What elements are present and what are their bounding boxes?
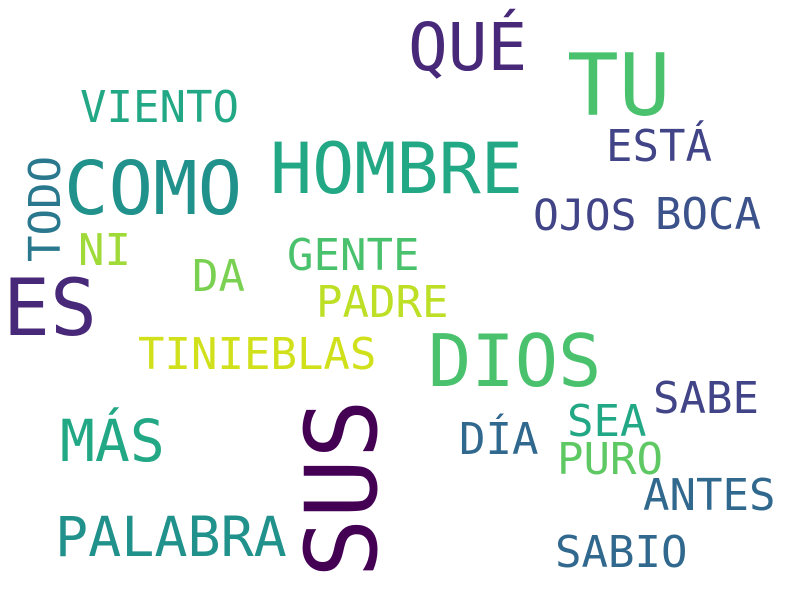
word-dios: DIOS [428,319,602,403]
word-dia: DÍA [459,414,539,465]
word-da: DA [192,251,245,302]
word-ojos: OJOS [533,191,637,241]
word-boca: BOCA [655,189,761,240]
word-hombre: HOMBRE [270,128,523,210]
word-ni: NI [78,225,131,276]
word-esta: ESTÁ [606,121,712,172]
word-sabio: SABIO [555,527,688,578]
word-sea: SEA [567,396,647,447]
word-viento: VIENTO [80,82,239,133]
word-como: COMO [64,146,243,232]
word-tu: TU [567,36,671,136]
word-es: ES [3,264,97,354]
word-sabe: SABE [653,373,759,424]
word-que: QUÉ [408,9,528,86]
word-palabra: PALABRA [55,505,287,569]
word-puro: PURO [557,434,663,485]
word-mas: MÁS [60,407,165,475]
word-todo: TODO [20,156,71,262]
word-tinieblas: TINIEBLAS [138,329,377,380]
word-gente: GENTE [287,230,420,281]
word-antes: ANTES [643,470,776,521]
word-padre: PADRE [316,277,449,328]
word-sus: SUS [285,399,400,578]
